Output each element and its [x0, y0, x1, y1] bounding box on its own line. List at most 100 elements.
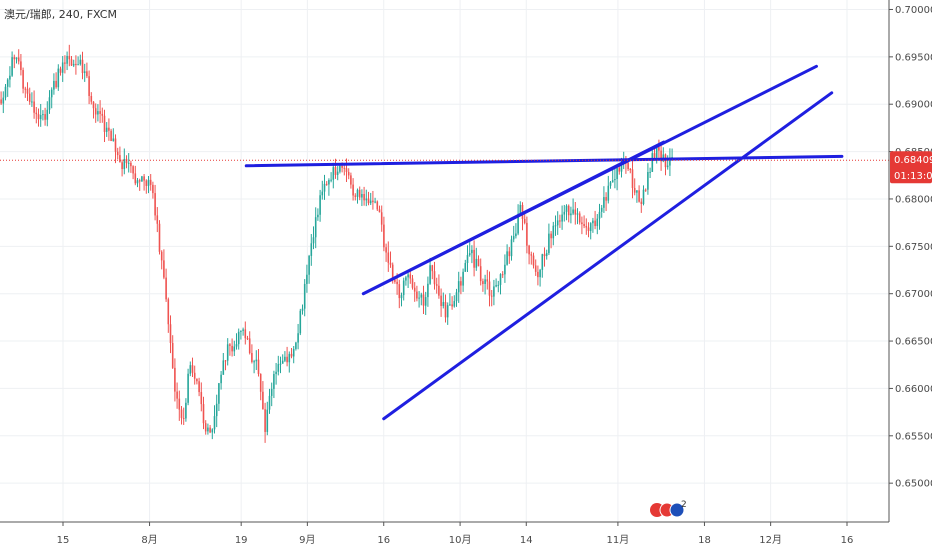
candle-body: [231, 345, 233, 352]
candle-body: [581, 222, 583, 225]
candle-body: [418, 297, 420, 299]
candle-body: [352, 184, 354, 196]
candle-body: [308, 255, 310, 275]
candle-body: [209, 427, 211, 433]
candle-body: [37, 114, 40, 120]
candle-body: [108, 127, 110, 131]
candle-body: [112, 138, 115, 142]
candle-body: [57, 68, 60, 88]
x-tick-label: 19: [235, 535, 248, 546]
candle-body: [649, 171, 651, 173]
candle-body: [497, 284, 500, 286]
trendline[interactable]: [361, 140, 666, 296]
candle-body: [332, 167, 335, 180]
events-badge[interactable]: 2: [650, 500, 687, 518]
candle-body: [295, 342, 297, 349]
candle-body: [510, 239, 513, 257]
candle-body: [633, 187, 636, 193]
candle-body: [251, 353, 253, 362]
candle-body: [0, 99, 2, 104]
candle-body: [400, 295, 403, 299]
candle-body: [134, 173, 137, 184]
candle-body: [446, 305, 449, 318]
candle-body: [185, 402, 187, 419]
event-icon[interactable]: [669, 502, 685, 518]
candle-body: [651, 153, 654, 172]
candle-body: [431, 265, 434, 272]
candle-body: [160, 251, 163, 261]
candle-body: [193, 372, 196, 379]
candle-body: [270, 388, 273, 396]
symbol-source: FXCM: [87, 8, 117, 21]
candle-body: [435, 284, 438, 286]
candle-body: [15, 57, 18, 60]
candle-body: [638, 190, 640, 202]
candle-body: [596, 218, 599, 227]
candle-body: [528, 245, 530, 255]
candle-body: [644, 189, 647, 191]
trendline[interactable]: [382, 91, 834, 421]
candle-body: [405, 277, 407, 281]
candle-body: [138, 180, 141, 182]
candle-body: [123, 158, 126, 170]
candle-body: [94, 108, 97, 115]
candle-body: [145, 180, 148, 186]
candle-body: [275, 371, 277, 375]
candle-body: [174, 367, 176, 392]
candle-body: [554, 225, 557, 227]
candle-body: [369, 200, 372, 204]
candle-body: [180, 409, 183, 418]
candle-body: [86, 71, 88, 77]
candle-body: [110, 130, 112, 142]
candle-body: [567, 205, 570, 216]
candle-body: [374, 201, 376, 203]
candle-body: [6, 79, 9, 87]
candle-body: [325, 183, 328, 185]
candle-body: [358, 189, 361, 198]
candle-body: [20, 61, 22, 71]
candle-body: [152, 184, 154, 194]
candle-body: [158, 223, 161, 252]
candle-body: [222, 360, 225, 375]
candle-body: [55, 80, 57, 88]
candle-body: [552, 225, 555, 239]
candle-body: [39, 115, 42, 120]
candle-body: [266, 409, 269, 432]
candle-body: [618, 167, 621, 172]
candle-body: [198, 381, 200, 393]
candle-body: [409, 274, 412, 279]
candle-body: [182, 417, 185, 419]
candle-body: [306, 274, 308, 284]
candle-body: [587, 227, 590, 232]
candle-body: [189, 365, 192, 374]
candle-body: [233, 346, 236, 352]
candle-body: [226, 344, 229, 361]
candle-body: [273, 374, 275, 389]
candle-body: [391, 264, 394, 280]
candle-body: [504, 264, 506, 275]
candle-body: [121, 162, 123, 170]
candle-body: [13, 57, 16, 60]
candle-body: [277, 364, 280, 372]
candle-body: [125, 158, 128, 164]
candle-body: [407, 274, 409, 278]
candle-body: [53, 80, 55, 90]
candle-body: [629, 168, 632, 170]
candle-body: [616, 167, 618, 180]
candle-body: [361, 194, 363, 198]
time-axis[interactable]: 15 8月 19 9月 16 10月 14 11月 18 12月 16: [57, 522, 854, 546]
candle-body: [394, 279, 396, 282]
candle-body: [259, 373, 262, 392]
symbol-title[interactable]: 澳元/瑞郎, 240, FXCM: [4, 7, 117, 21]
candle-body: [59, 68, 62, 73]
candle-body: [422, 294, 425, 306]
candle-body: [534, 265, 537, 272]
trendlines[interactable]: [244, 64, 844, 421]
candle-body: [607, 185, 610, 201]
candle-body: [72, 63, 75, 66]
candle-body: [589, 223, 592, 232]
